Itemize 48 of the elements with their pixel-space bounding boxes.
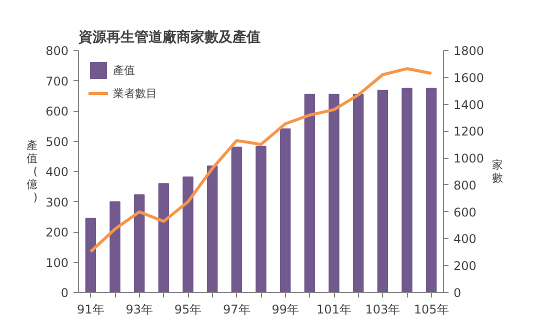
bar (352, 94, 364, 292)
y-tick-label: 800 (46, 44, 68, 58)
x-tick-label: 105年 (414, 302, 449, 316)
bar (206, 166, 218, 292)
bar (231, 146, 242, 292)
bar (134, 194, 145, 292)
line-series (89, 67, 433, 254)
x-tick-label: 97年 (223, 302, 250, 316)
legend-label: 業者數目 (113, 86, 157, 100)
y2-tick-label: 1800 (454, 44, 484, 58)
bar (402, 88, 412, 292)
x-tick-label: 95年 (174, 302, 202, 316)
y-tick-label: 500 (46, 134, 68, 149)
bar (328, 94, 340, 292)
bar (158, 183, 170, 292)
x-tick-label: 91年 (77, 302, 104, 316)
y2-tick-label: 800 (454, 178, 476, 192)
y-tick-label: 600 (46, 104, 68, 118)
x-tick-label: 93年 (126, 302, 153, 316)
y2-tick-label: 1400 (454, 98, 484, 112)
y2-tick-label: 0 (454, 286, 462, 300)
bar (256, 146, 266, 292)
y2-tick-label: 1000 (454, 152, 484, 166)
y2-tick-label: 1200 (454, 124, 484, 139)
bar (85, 218, 96, 292)
y2-tick-label: 1600 (454, 70, 484, 85)
y2-tick-label: 200 (454, 259, 476, 274)
chart-title: 資源再生管道廠商家數及產值 (78, 28, 260, 46)
x-tick-label: 99年 (272, 302, 299, 316)
y-tick-label: 300 (46, 195, 68, 210)
y-axis-title: 產值(億) (26, 139, 38, 204)
y-tick-label: 700 (46, 74, 68, 88)
bar (110, 201, 120, 292)
y-tick-label: 200 (46, 226, 68, 240)
y-tick-label: 100 (46, 256, 68, 270)
x-tick-label: 101年 (316, 302, 352, 316)
y2-tick-label: 600 (454, 205, 476, 220)
y-tick-label: 400 (46, 165, 68, 179)
bar (304, 94, 316, 292)
bar (182, 176, 194, 292)
y2-tick-label: 400 (454, 232, 476, 246)
x-tick-label: 103年 (365, 302, 400, 316)
bar (377, 90, 388, 292)
legend-label: 產值 (113, 62, 135, 78)
y-tick-label: 0 (60, 286, 69, 300)
bar (426, 88, 437, 292)
bar (280, 128, 291, 292)
y2-axis-title: 家數 (492, 158, 504, 184)
